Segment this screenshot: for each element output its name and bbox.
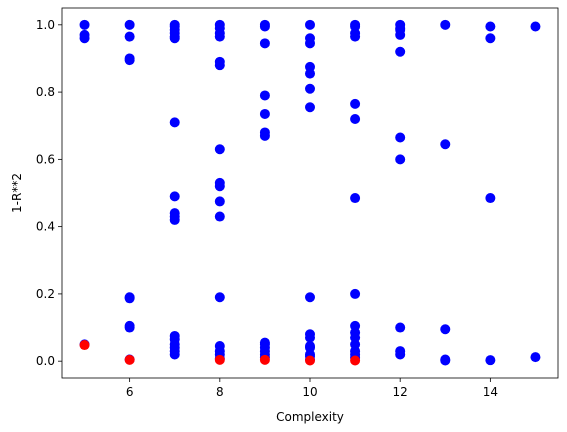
data-point [350, 355, 361, 366]
data-point [79, 340, 90, 351]
data-point [530, 352, 541, 363]
markers [79, 19, 541, 366]
data-point [440, 355, 451, 366]
data-point [169, 191, 180, 202]
y-tick-label: 1.0 [36, 18, 55, 32]
data-point [350, 114, 361, 124]
data-point [395, 132, 406, 143]
x-tick-label: 14 [483, 385, 498, 399]
data-point [530, 21, 541, 32]
x-axis: 6 8 10 12 14 [126, 378, 498, 399]
y-tick-label: 0.6 [36, 152, 55, 166]
data-point [485, 33, 496, 44]
data-point [124, 19, 135, 30]
data-point [169, 117, 180, 128]
data-point [124, 31, 135, 42]
data-point [305, 68, 315, 79]
x-tick-label: 6 [126, 385, 134, 399]
data-point [395, 29, 406, 40]
y-tick-label: 0.2 [36, 287, 55, 301]
data-point [214, 144, 225, 155]
data-point [169, 214, 180, 225]
x-axis-label: Complexity [276, 410, 344, 424]
data-point [350, 31, 361, 42]
data-point [350, 288, 361, 299]
data-point [214, 196, 225, 207]
data-point [259, 108, 270, 119]
data-point [395, 46, 406, 57]
data-point [350, 193, 361, 204]
data-point [395, 349, 406, 360]
data-point [169, 349, 180, 360]
data-point [440, 139, 451, 150]
data-point [485, 21, 496, 32]
x-tick-label: 8 [216, 385, 224, 399]
data-point [395, 154, 406, 165]
data-point [305, 38, 315, 49]
data-point [124, 354, 135, 365]
x-tick-label: 12 [393, 385, 408, 399]
y-tick-label: 0.0 [36, 354, 55, 368]
data-point [259, 38, 270, 49]
data-point [79, 33, 90, 44]
data-point [214, 354, 225, 365]
data-point [395, 322, 406, 333]
data-point [259, 354, 270, 365]
data-point [305, 332, 315, 343]
data-point [259, 21, 270, 32]
data-point [485, 355, 496, 366]
data-point [259, 130, 270, 141]
data-point [305, 19, 315, 30]
data-point [124, 322, 135, 333]
data-point [124, 55, 135, 66]
data-point [350, 98, 361, 109]
data-point [214, 211, 225, 222]
data-point [124, 293, 135, 304]
data-point [485, 193, 496, 204]
data-point [305, 102, 315, 113]
data-point [305, 83, 315, 94]
data-point [169, 33, 180, 44]
data-point [79, 19, 90, 30]
y-tick-label: 0.8 [36, 85, 55, 99]
data-point [440, 324, 451, 335]
data-point [440, 19, 451, 30]
data-point [259, 90, 270, 101]
data-point [214, 31, 225, 42]
y-tick-label: 0.4 [36, 220, 55, 234]
data-point [214, 292, 225, 303]
data-point [305, 355, 315, 366]
data-point [214, 60, 225, 71]
x-tick-label: 10 [302, 385, 317, 399]
y-axis: 0.0 0.2 0.4 0.6 0.8 1.0 [36, 18, 62, 368]
data-point [214, 181, 225, 192]
data-point [305, 292, 315, 303]
y-axis-label: 1-R**2 [10, 173, 24, 213]
